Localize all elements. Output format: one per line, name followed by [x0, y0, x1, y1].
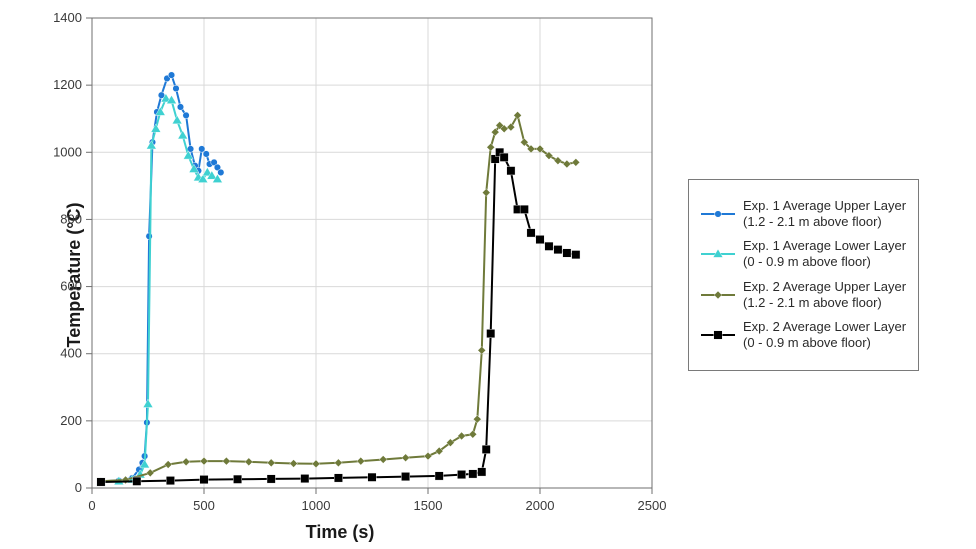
series-exp2_lower [97, 148, 580, 486]
svg-text:600: 600 [60, 279, 82, 294]
svg-text:0: 0 [75, 480, 82, 495]
svg-text:1000: 1000 [302, 498, 331, 513]
legend-item-exp2_lower: Exp. 2 Average Lower Layer (0 - 0.9 m ab… [701, 319, 906, 352]
chart-svg: 0 500 1000 1500 2000 2500 0 200 400 600 800 1000 120… [0, 0, 680, 549]
legend-area: Exp. 1 Average Upper Layer (1.2 - 2.1 m … [680, 0, 976, 549]
svg-text:2000: 2000 [526, 498, 555, 513]
svg-text:400: 400 [60, 346, 82, 361]
legend-swatch [701, 288, 735, 302]
svg-text:800: 800 [60, 211, 82, 226]
legend-item-exp2_upper: Exp. 2 Average Upper Layer (1.2 - 2.1 m … [701, 279, 906, 312]
legend-label: Exp. 2 Average Lower Layer (0 - 0.9 m ab… [743, 319, 906, 352]
legend-label: Exp. 2 Average Upper Layer (1.2 - 2.1 m … [743, 279, 906, 312]
legend-label: Exp. 1 Average Upper Layer (1.2 - 2.1 m … [743, 198, 906, 231]
chart-area: Temperature (°C) Time (s) 05001000150020… [0, 0, 680, 549]
legend-item-exp1_lower: Exp. 1 Average Lower Layer (0 - 0.9 m ab… [701, 238, 906, 271]
svg-text:500: 500 [193, 498, 215, 513]
svg-text:0: 0 [88, 498, 95, 513]
legend-swatch [701, 207, 735, 221]
legend-swatch [701, 247, 735, 261]
svg-text:200: 200 [60, 413, 82, 428]
svg-text:1200: 1200 [53, 77, 82, 92]
legend-item-exp1_upper: Exp. 1 Average Upper Layer (1.2 - 2.1 m … [701, 198, 906, 231]
svg-text:2500: 2500 [638, 498, 667, 513]
series-exp1_upper [98, 72, 224, 485]
legend-label: Exp. 1 Average Lower Layer (0 - 0.9 m ab… [743, 238, 906, 271]
svg-text:1500: 1500 [414, 498, 443, 513]
svg-text:1400: 1400 [53, 10, 82, 25]
legend-box: Exp. 1 Average Upper Layer (1.2 - 2.1 m … [688, 179, 919, 371]
svg-text:1000: 1000 [53, 144, 82, 159]
legend-swatch [701, 328, 735, 342]
